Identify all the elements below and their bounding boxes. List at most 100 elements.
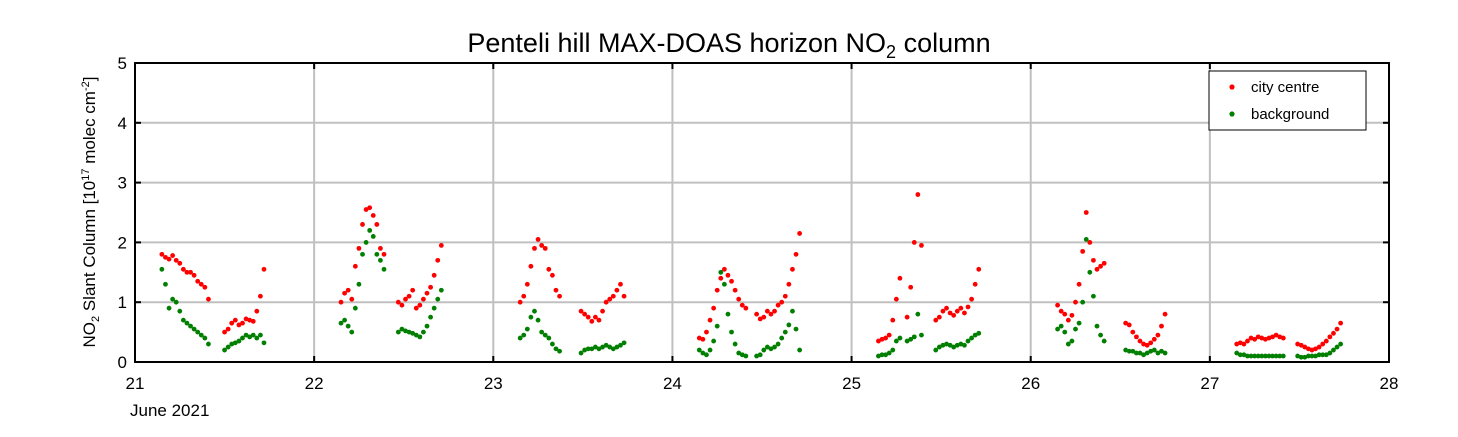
data-point bbox=[528, 263, 534, 269]
data-point bbox=[1280, 335, 1286, 341]
data-point bbox=[345, 287, 351, 293]
series-1 bbox=[159, 228, 1344, 360]
data-point bbox=[614, 287, 620, 293]
data-point bbox=[1316, 344, 1322, 350]
data-point bbox=[768, 311, 774, 317]
data-point bbox=[399, 302, 405, 308]
data-point bbox=[428, 314, 433, 320]
data-point bbox=[1262, 353, 1268, 359]
data-point bbox=[413, 305, 419, 311]
data-point bbox=[969, 335, 974, 341]
x-tick-label: 25 bbox=[842, 374, 861, 393]
data-point bbox=[399, 326, 405, 332]
data-point bbox=[438, 242, 444, 248]
data-point bbox=[589, 318, 595, 324]
data-point bbox=[621, 293, 627, 299]
data-point bbox=[732, 287, 738, 293]
data-point bbox=[972, 281, 978, 287]
data-point bbox=[1252, 353, 1258, 359]
data-point bbox=[553, 287, 559, 293]
data-point bbox=[166, 305, 172, 311]
data-point bbox=[890, 317, 896, 323]
data-point bbox=[166, 256, 172, 262]
data-point bbox=[424, 323, 430, 329]
data-point bbox=[704, 329, 709, 335]
data-point bbox=[381, 266, 387, 272]
data-point bbox=[729, 278, 734, 284]
data-point bbox=[1280, 353, 1286, 359]
y-axis-label: NO2 Slant Column [1017 molec cm-2] bbox=[80, 77, 102, 348]
data-point bbox=[797, 231, 803, 236]
data-point bbox=[1320, 352, 1326, 358]
data-point bbox=[395, 329, 401, 335]
data-point bbox=[1094, 323, 1100, 329]
data-point bbox=[1065, 341, 1071, 347]
data-point bbox=[976, 330, 982, 336]
data-point bbox=[1080, 248, 1086, 254]
data-point bbox=[614, 344, 620, 350]
data-point bbox=[517, 335, 523, 341]
data-point bbox=[947, 310, 953, 316]
data-point bbox=[395, 299, 401, 305]
data-point bbox=[944, 305, 949, 311]
data-point bbox=[222, 347, 227, 353]
data-point bbox=[782, 293, 788, 299]
data-point bbox=[532, 245, 537, 251]
data-point bbox=[378, 245, 383, 251]
data-point bbox=[173, 257, 179, 263]
data-point bbox=[1323, 338, 1329, 344]
data-point bbox=[170, 253, 176, 258]
data-point bbox=[933, 317, 939, 323]
data-point bbox=[1069, 312, 1075, 318]
axis-ticks bbox=[134, 62, 1390, 363]
data-point bbox=[700, 350, 706, 356]
data-point bbox=[247, 334, 253, 340]
y-tick-label: 5 bbox=[118, 54, 127, 73]
data-point bbox=[1055, 326, 1060, 332]
data-point bbox=[757, 352, 763, 358]
data-point bbox=[610, 293, 616, 299]
data-point bbox=[592, 344, 598, 350]
data-point bbox=[764, 308, 770, 314]
data-point bbox=[754, 311, 760, 317]
data-point bbox=[790, 308, 795, 314]
legend-box bbox=[1208, 70, 1367, 131]
data-point bbox=[933, 347, 939, 353]
data-point bbox=[1273, 332, 1279, 338]
data-point bbox=[410, 330, 416, 336]
data-point bbox=[521, 332, 527, 338]
data-point bbox=[1159, 348, 1164, 354]
data-point bbox=[1266, 353, 1272, 359]
data-point bbox=[232, 317, 238, 323]
data-point bbox=[1327, 334, 1333, 340]
data-point bbox=[198, 281, 204, 287]
data-point bbox=[793, 326, 799, 332]
x-axis-sublabel: June 2021 bbox=[130, 401, 209, 420]
data-point bbox=[1338, 341, 1344, 347]
data-point bbox=[578, 308, 584, 314]
data-point bbox=[969, 296, 974, 302]
data-point bbox=[768, 346, 774, 352]
data-point bbox=[222, 329, 227, 335]
data-point bbox=[618, 281, 623, 287]
data-point bbox=[367, 228, 373, 233]
data-point bbox=[743, 353, 749, 359]
data-point bbox=[539, 329, 545, 335]
data-point bbox=[589, 346, 595, 352]
data-point bbox=[1151, 336, 1157, 342]
data-point bbox=[1126, 348, 1132, 354]
data-point bbox=[1087, 269, 1093, 275]
data-point bbox=[772, 344, 777, 350]
data-point bbox=[1277, 353, 1283, 359]
data-point bbox=[338, 320, 344, 326]
data-point bbox=[1065, 317, 1071, 323]
plot-frame bbox=[134, 62, 1390, 363]
data-point bbox=[356, 281, 362, 287]
data-point bbox=[1155, 350, 1161, 356]
x-tick-label: 22 bbox=[305, 374, 324, 393]
data-point bbox=[163, 281, 168, 287]
data-point bbox=[1334, 326, 1340, 332]
data-point bbox=[535, 237, 541, 242]
data-point bbox=[1270, 334, 1275, 340]
data-point bbox=[721, 266, 727, 272]
